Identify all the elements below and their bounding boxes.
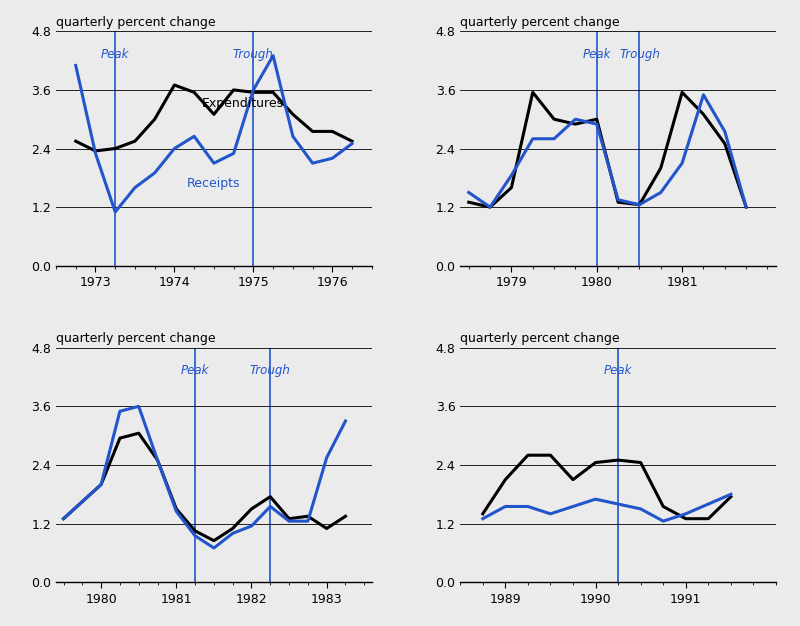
Text: Peak: Peak	[101, 48, 130, 61]
Text: Trough: Trough	[619, 48, 660, 61]
Text: quarterly percent change: quarterly percent change	[460, 332, 620, 345]
Text: Trough: Trough	[233, 48, 274, 61]
Text: Receipts: Receipts	[186, 177, 240, 190]
Text: Expenditures: Expenditures	[202, 97, 284, 110]
Text: Peak: Peak	[181, 364, 210, 377]
Text: Peak: Peak	[604, 364, 632, 377]
Text: quarterly percent change: quarterly percent change	[56, 16, 216, 29]
Text: quarterly percent change: quarterly percent change	[56, 332, 216, 345]
Text: Peak: Peak	[582, 48, 611, 61]
Text: quarterly percent change: quarterly percent change	[460, 16, 620, 29]
Text: Trough: Trough	[250, 364, 290, 377]
